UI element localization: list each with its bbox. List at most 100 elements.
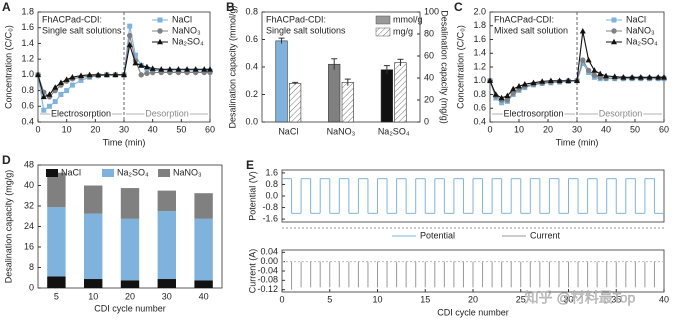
point bbox=[591, 67, 598, 73]
y-tick-label: 8 bbox=[29, 262, 34, 272]
y-tick-label: 1.4 bbox=[21, 38, 34, 48]
x-tick-label: 30 bbox=[162, 291, 172, 301]
y-tick-label: 1.0 bbox=[21, 69, 34, 79]
y-tick-label: 1.2 bbox=[473, 61, 486, 71]
bar-segment bbox=[120, 218, 140, 281]
bar-segment bbox=[84, 185, 103, 214]
point bbox=[58, 92, 64, 97]
x-tick-label: 25 bbox=[516, 294, 526, 304]
x-tick-label: 60 bbox=[659, 124, 669, 134]
point bbox=[132, 52, 138, 58]
point bbox=[69, 82, 75, 88]
chart-title: FhACPad-CDI: bbox=[42, 14, 102, 24]
x-tick-label: 30 bbox=[563, 294, 573, 304]
y-tick-label: -0.8 bbox=[262, 202, 278, 212]
point bbox=[661, 74, 667, 80]
x-axis-label: CDI cycle number bbox=[437, 307, 509, 317]
point bbox=[530, 79, 537, 86]
annotation: Electrosorption bbox=[51, 108, 111, 118]
point bbox=[46, 103, 52, 109]
bar-segment bbox=[120, 280, 140, 288]
y-tick-label: 0.6 bbox=[473, 103, 486, 113]
bar bbox=[341, 82, 354, 123]
legend-marker bbox=[157, 17, 163, 23]
x-tick-label: 10 bbox=[372, 294, 382, 304]
x-tick-label: 50 bbox=[176, 124, 186, 134]
y-tick-label: 0.04 bbox=[260, 247, 278, 257]
x-tick-label: 30 bbox=[572, 124, 582, 134]
y-tick-label: 0.4 bbox=[245, 61, 258, 71]
x-tick-label: 40 bbox=[601, 124, 611, 134]
y-tick-label: 1.0 bbox=[473, 75, 486, 85]
x-tick-label: 40 bbox=[199, 291, 209, 301]
point bbox=[64, 88, 70, 94]
point bbox=[499, 100, 505, 106]
point bbox=[201, 66, 208, 72]
legend-swatch bbox=[102, 169, 114, 177]
point bbox=[46, 91, 53, 97]
panel-label: E bbox=[246, 158, 254, 172]
point bbox=[516, 83, 522, 89]
legend-label: NaNO₃ bbox=[626, 25, 655, 35]
y-axis-label: Concentration (C/C₀) bbox=[455, 25, 465, 109]
y-tick-label: 1.6 bbox=[265, 167, 278, 177]
panel-label: D bbox=[2, 153, 11, 167]
annotation: Desorption bbox=[145, 108, 189, 118]
x-tick-label: Na₂SO₄ bbox=[378, 126, 410, 136]
legend-label: Na₂SO₄ bbox=[172, 36, 204, 46]
point bbox=[143, 63, 150, 70]
point bbox=[510, 90, 516, 96]
x-tick-label: 0 bbox=[35, 124, 40, 134]
legend-label: mmol/g bbox=[393, 14, 423, 24]
x-tick-label: 15 bbox=[420, 294, 430, 304]
y-tick-label: 0.4 bbox=[21, 116, 34, 126]
bar bbox=[275, 40, 288, 123]
bar-segment bbox=[47, 276, 66, 288]
point bbox=[78, 72, 84, 78]
point bbox=[149, 69, 156, 76]
point bbox=[611, 73, 618, 79]
bar-segment bbox=[47, 207, 66, 277]
bar bbox=[380, 69, 393, 123]
y2-axis-label: Desalination capacity (mg/g) bbox=[440, 10, 450, 124]
legend-label: Potential bbox=[420, 230, 455, 240]
point bbox=[166, 66, 173, 72]
point bbox=[35, 71, 41, 78]
bar bbox=[328, 63, 341, 123]
point bbox=[655, 74, 662, 80]
point bbox=[646, 74, 653, 80]
y-tick-label: 0.8 bbox=[473, 89, 486, 99]
legend-label: Na₂SO₄ bbox=[117, 167, 149, 177]
y-tick-label: -0.04 bbox=[257, 265, 278, 275]
legend-label: mg/g bbox=[393, 26, 413, 36]
y-axis-label: Desalination capacity (mmol/g) bbox=[227, 5, 237, 128]
point bbox=[95, 71, 102, 78]
point bbox=[574, 77, 580, 84]
point bbox=[207, 66, 213, 72]
x-tick-label: 40 bbox=[148, 124, 158, 134]
legend-marker bbox=[611, 17, 617, 23]
point bbox=[144, 70, 150, 76]
x-axis-label: Time (min) bbox=[103, 137, 146, 147]
point bbox=[591, 72, 598, 78]
point bbox=[579, 28, 586, 34]
y-tick-label: 40 bbox=[424, 72, 434, 82]
point bbox=[52, 84, 59, 90]
legend-label: NaCl bbox=[172, 14, 192, 24]
point bbox=[580, 57, 586, 63]
point bbox=[40, 93, 47, 100]
legend-label: NaCl bbox=[61, 167, 81, 177]
point bbox=[78, 77, 84, 83]
point bbox=[52, 99, 58, 105]
x-tick-label: 40 bbox=[659, 294, 669, 304]
x-tick-label: 35 bbox=[611, 294, 621, 304]
point bbox=[127, 32, 133, 39]
point bbox=[521, 80, 528, 87]
x-tick-label: 10 bbox=[62, 124, 72, 134]
y-tick-label: 32 bbox=[24, 200, 34, 210]
point bbox=[565, 77, 572, 84]
y-tick-label: 0.8 bbox=[21, 85, 34, 95]
x-tick-label: 20 bbox=[468, 294, 478, 304]
legend-label: Current bbox=[530, 230, 561, 240]
